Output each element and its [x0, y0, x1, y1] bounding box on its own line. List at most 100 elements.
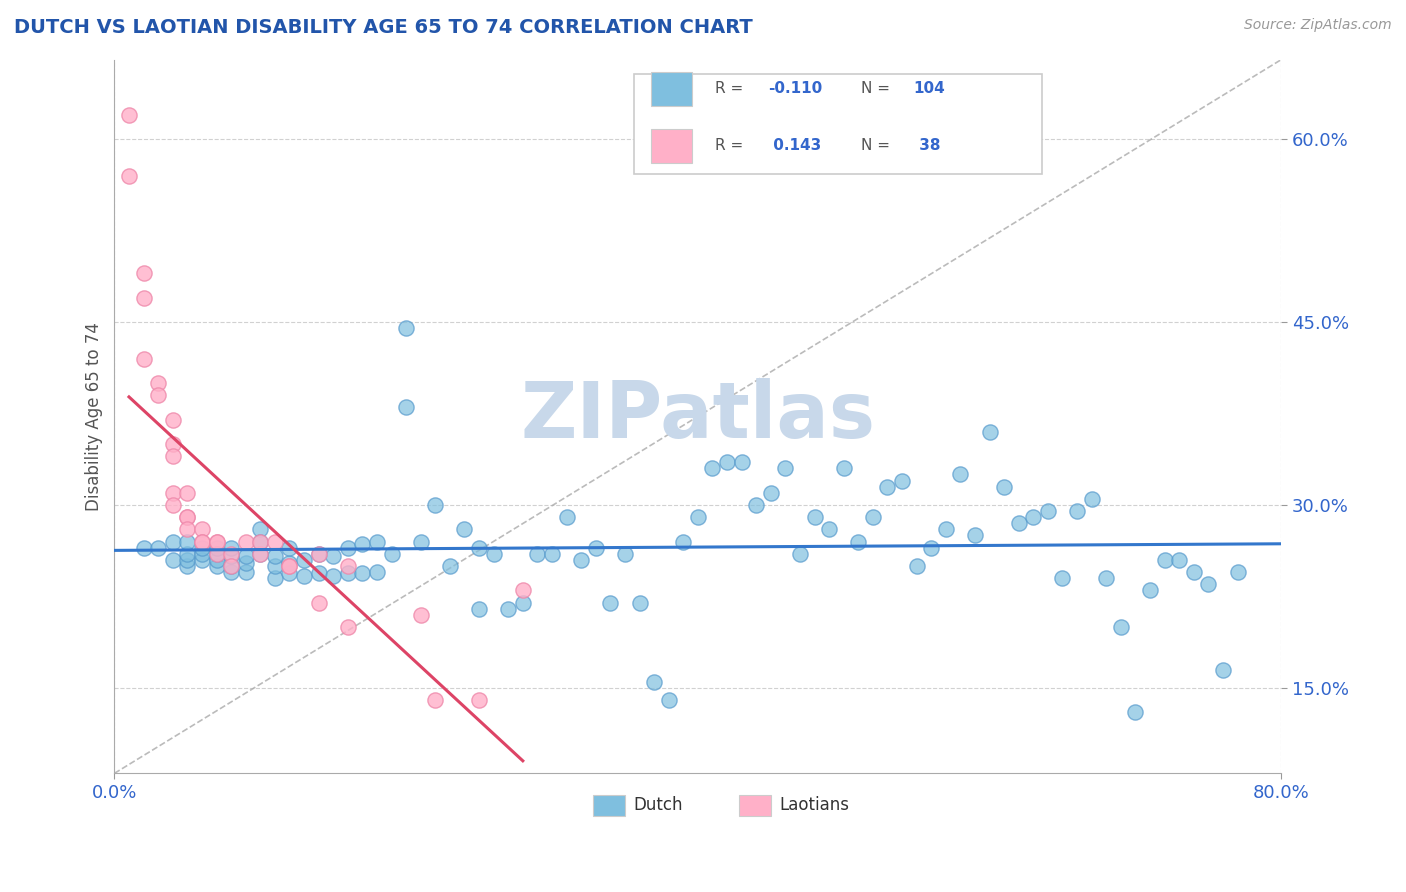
- Point: [162, 498, 184, 512]
- Point: [191, 547, 214, 561]
- Point: [336, 558, 359, 573]
- Point: [482, 547, 505, 561]
- Point: [716, 455, 738, 469]
- Point: [235, 549, 257, 564]
- Point: [395, 321, 418, 335]
- Point: [308, 566, 330, 581]
- Point: [409, 607, 432, 622]
- Point: [1182, 565, 1205, 579]
- Point: [702, 461, 724, 475]
- Point: [1125, 706, 1147, 720]
- Point: [526, 547, 548, 561]
- Point: [278, 541, 301, 555]
- Point: [1109, 620, 1132, 634]
- Point: [292, 568, 315, 582]
- Point: [862, 510, 884, 524]
- Point: [162, 449, 184, 463]
- Point: [993, 480, 1015, 494]
- Point: [205, 558, 228, 573]
- Y-axis label: Disability Age 65 to 74: Disability Age 65 to 74: [86, 322, 103, 511]
- Point: [409, 534, 432, 549]
- Point: [1052, 571, 1074, 585]
- Point: [162, 485, 184, 500]
- Point: [292, 553, 315, 567]
- Point: [541, 547, 564, 561]
- Point: [468, 693, 491, 707]
- Point: [585, 541, 607, 555]
- Point: [745, 498, 768, 512]
- Point: [730, 455, 752, 469]
- Point: [118, 107, 141, 121]
- Point: [205, 547, 228, 561]
- Text: -0.110: -0.110: [768, 81, 823, 96]
- Point: [453, 522, 475, 536]
- Point: [176, 510, 198, 524]
- Point: [308, 595, 330, 609]
- Point: [191, 522, 214, 536]
- Point: [176, 534, 198, 549]
- Point: [336, 620, 359, 634]
- Point: [949, 467, 972, 482]
- Point: [176, 510, 198, 524]
- Text: ZIPatlas: ZIPatlas: [520, 378, 876, 455]
- Point: [219, 549, 242, 564]
- Point: [146, 541, 169, 555]
- Point: [1139, 583, 1161, 598]
- Point: [205, 553, 228, 567]
- Point: [366, 565, 388, 579]
- Point: [249, 522, 271, 536]
- FancyBboxPatch shape: [738, 795, 772, 816]
- Point: [235, 565, 257, 579]
- Point: [1066, 504, 1088, 518]
- Point: [803, 510, 825, 524]
- Point: [658, 693, 681, 707]
- Point: [439, 558, 461, 573]
- Point: [512, 595, 534, 609]
- Point: [278, 557, 301, 571]
- Point: [395, 401, 418, 415]
- Point: [569, 553, 592, 567]
- FancyBboxPatch shape: [651, 71, 692, 106]
- Point: [205, 541, 228, 555]
- Point: [162, 437, 184, 451]
- Point: [249, 547, 271, 561]
- Point: [1008, 516, 1031, 531]
- Point: [146, 376, 169, 390]
- Point: [468, 541, 491, 555]
- Point: [219, 547, 242, 561]
- Point: [555, 510, 578, 524]
- Point: [278, 566, 301, 581]
- Point: [146, 388, 169, 402]
- Point: [132, 291, 155, 305]
- Point: [628, 595, 651, 609]
- Point: [205, 534, 228, 549]
- Point: [672, 534, 695, 549]
- Point: [162, 553, 184, 567]
- Point: [336, 541, 359, 555]
- Point: [920, 541, 942, 555]
- Point: [613, 547, 636, 561]
- Point: [263, 558, 285, 573]
- Point: [219, 558, 242, 573]
- Point: [1168, 553, 1191, 567]
- Point: [336, 566, 359, 581]
- Point: [176, 553, 198, 567]
- Point: [162, 412, 184, 426]
- Text: Dutch: Dutch: [634, 797, 683, 814]
- Point: [775, 461, 797, 475]
- Point: [176, 547, 198, 561]
- Point: [219, 558, 242, 573]
- Point: [1095, 571, 1118, 585]
- Point: [425, 498, 447, 512]
- Point: [162, 534, 184, 549]
- Point: [352, 537, 374, 551]
- Point: [846, 534, 869, 549]
- Point: [643, 674, 665, 689]
- Point: [263, 549, 285, 564]
- Text: Laotians: Laotians: [779, 797, 849, 814]
- Point: [118, 169, 141, 183]
- Point: [263, 534, 285, 549]
- Point: [176, 522, 198, 536]
- Point: [891, 474, 914, 488]
- Point: [235, 534, 257, 549]
